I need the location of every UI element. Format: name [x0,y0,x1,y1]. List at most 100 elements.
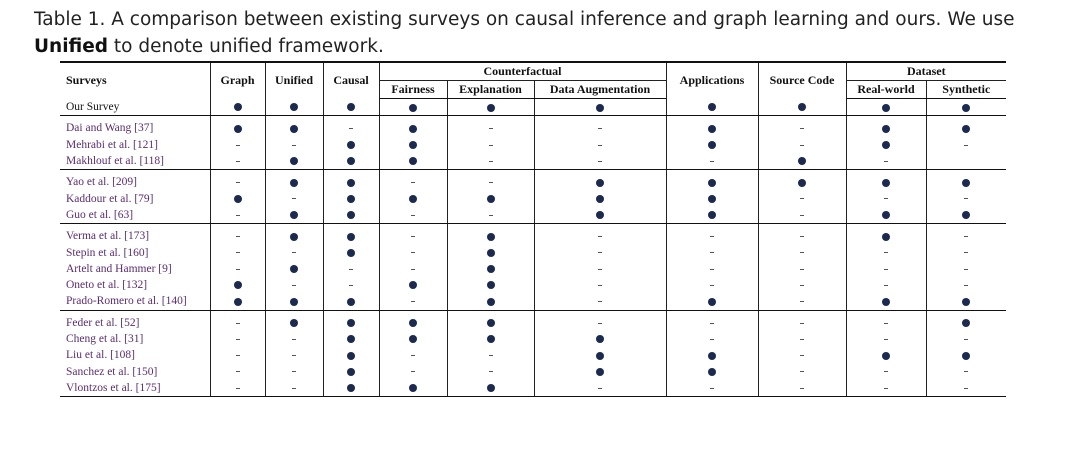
cell [209,190,265,207]
dash-icon [488,214,493,216]
dash-icon [884,371,889,373]
header-counterfactual: Counterfactual [378,61,667,81]
dash-icon [235,144,240,146]
cell [533,293,667,311]
cell [757,244,847,261]
cell [757,190,847,207]
dash-icon [884,322,889,324]
survey-name: Our Survey [60,98,210,117]
cell [665,363,759,380]
cell [533,310,667,331]
dash-icon [598,160,602,162]
dash-icon [710,160,715,162]
filled-dot-icon [882,103,891,112]
cell [757,152,847,171]
dash-icon [800,355,805,357]
filled-dot-icon [347,248,355,257]
cell [264,169,323,191]
filled-dot-icon [290,265,298,274]
cell [264,347,323,364]
cell [446,136,534,153]
dash-icon [884,252,889,254]
cell [378,206,447,225]
filled-dot-icon [290,178,298,187]
cell [264,98,323,117]
cell [446,379,534,398]
filled-dot-icon [347,367,355,376]
survey-name: Mehrabi et al. [121] [66,138,158,151]
dash-icon [964,198,969,200]
table-row: Sanchez et al. [150] [60,363,1007,380]
filled-dot-icon [962,211,971,220]
cell [322,310,379,331]
cell [446,98,534,117]
filled-dot-icon [347,297,355,306]
cell [757,310,847,331]
cell [322,206,379,225]
cell [665,379,759,398]
dash-icon [235,322,240,324]
header-source-code: Source Code [757,61,847,99]
table-row: Feder et al. [52] [60,310,1007,331]
filled-dot-icon [290,124,298,133]
cell [209,136,265,153]
filled-dot-icon [347,194,355,203]
dash-icon [800,387,805,389]
cell [446,260,534,277]
filled-dot-icon [486,335,495,344]
filled-dot-icon [708,103,717,112]
dash-icon [598,268,602,270]
dash-icon [235,214,240,216]
cell [533,206,667,225]
dash-icon [800,236,805,238]
cell [845,244,927,261]
filled-dot-icon [882,211,891,220]
cell [925,115,1007,137]
filled-dot-icon [409,319,417,328]
cell [665,206,759,225]
header-applications: Applications [665,61,759,99]
dash-icon [235,371,240,373]
cell [925,152,1007,171]
filled-dot-icon [596,335,604,344]
cell [925,244,1007,261]
cell [209,379,265,398]
cell [533,136,667,153]
filled-dot-icon [882,141,891,150]
filled-dot-icon [409,124,417,133]
dash-icon [964,268,969,270]
cell [665,152,759,171]
cell [845,276,927,294]
cell [322,115,379,137]
filled-dot-icon [233,194,242,203]
dash-icon [235,182,240,184]
filled-dot-icon [233,103,242,112]
survey-name: Makhlouf et al. [118] [60,152,210,171]
cell [925,136,1007,153]
cell [264,223,323,245]
dash-icon [710,322,715,324]
dash-icon [800,198,805,200]
dash-icon [598,301,602,303]
cell [209,98,265,117]
header-synthetic: Synthetic [925,80,1007,99]
cell [446,115,534,137]
dash-icon [710,284,715,286]
cell [533,379,667,398]
cell [845,206,927,225]
filled-dot-icon [290,211,298,220]
caption-suffix: to denote unified framework. [108,36,384,57]
cell [665,244,759,261]
survey-name: Kaddour et al. [79] [66,192,154,205]
cell [757,379,847,398]
dash-icon [411,301,415,303]
cell [925,169,1007,191]
cell [925,206,1007,225]
cell [264,190,323,207]
cell [845,347,927,364]
cell [322,330,379,348]
filled-dot-icon [486,232,495,241]
survey-name: Guo et al. [63] [60,206,210,225]
cell [446,363,534,380]
cell [665,310,759,331]
